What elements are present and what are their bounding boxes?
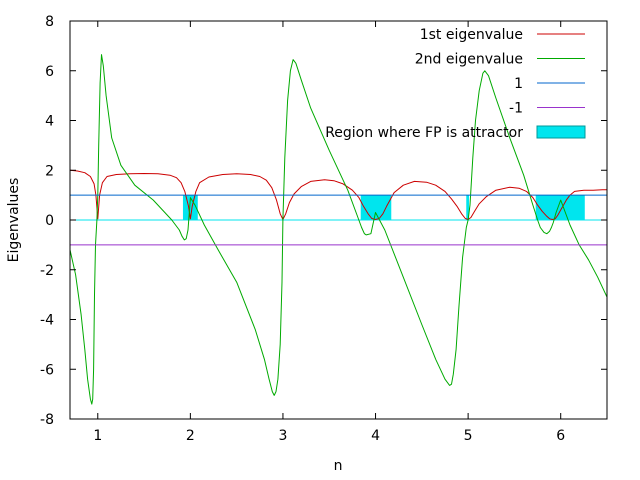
legend-label-5: Region where FP is attractor: [325, 125, 523, 141]
series-line-2: [70, 54, 607, 405]
y-tick-label: 8: [45, 14, 54, 30]
axis-ticks: 1 2 3 4 5 6 -8 -6 -4 -2 0 2 4 6 8: [40, 14, 607, 444]
legend: 1st eigenvalue 2nd eigenvalue 1 -1 Region wh…: [325, 27, 586, 141]
series-line-1: [70, 169, 607, 220]
x-tick-label: 2: [186, 428, 195, 444]
y-tick-label: 4: [45, 114, 54, 130]
y-axis-title: Eigenvalues: [6, 178, 22, 263]
attractor-region-4: [535, 195, 585, 220]
x-axis-title: n: [334, 458, 343, 474]
plot-area: [70, 54, 607, 405]
legend-label-1: 1st eigenvalue: [420, 27, 523, 43]
y-tick-label: 6: [45, 64, 54, 80]
x-tick-label: 6: [556, 428, 565, 444]
x-tick-label: 4: [371, 428, 380, 444]
legend-label-2: 2nd eigenvalue: [415, 52, 523, 68]
y-tick-label: 0: [45, 213, 54, 229]
y-tick-label: -8: [40, 412, 54, 428]
y-tick-label: -4: [40, 313, 54, 329]
y-tick-label: -2: [40, 263, 54, 279]
legend-label-4: -1: [509, 101, 523, 117]
series-group: [70, 54, 607, 405]
legend-swatch-5: [536, 125, 586, 139]
y-tick-label: 2: [45, 163, 54, 179]
attractor-region-3: [466, 195, 470, 220]
attractor-region-2: [360, 195, 392, 220]
x-tick-label: 1: [93, 428, 102, 444]
y-tick-label: -6: [40, 362, 54, 378]
x-tick-label: 5: [464, 428, 473, 444]
legend-label-3: 1: [514, 76, 523, 92]
x-tick-label: 3: [278, 428, 287, 444]
attractor-region-1: [182, 195, 198, 220]
